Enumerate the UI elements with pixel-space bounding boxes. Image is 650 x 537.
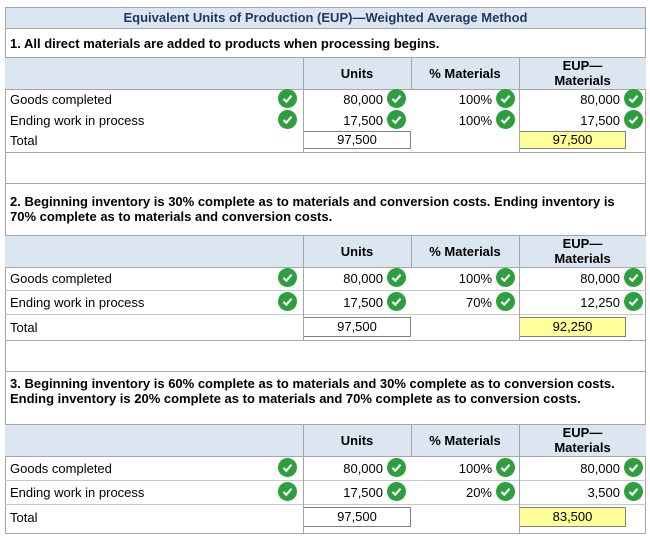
- units-value[interactable]: 17,500: [343, 295, 383, 310]
- check-circle-icon: [278, 458, 297, 477]
- header-row-1: [5, 57, 646, 90]
- check-circle-icon: [624, 110, 643, 129]
- row-label-goods-completed: Goods completed: [10, 92, 112, 107]
- check-circle-icon: [387, 482, 406, 501]
- eup-total[interactable]: 97,500: [519, 131, 626, 149]
- eup-value[interactable]: 3,500: [587, 485, 620, 500]
- header-eup-materials: EUP— Materials: [554, 58, 611, 88]
- units-total[interactable]: 97,500: [303, 317, 411, 337]
- section-divider: [5, 371, 646, 372]
- check-circle-icon: [278, 292, 297, 311]
- pct-materials-value[interactable]: 20%: [465, 485, 492, 500]
- row-label-ending-wip: Ending work in process: [10, 295, 145, 310]
- column-divider: [303, 424, 304, 534]
- units-total[interactable]: 97,500: [303, 507, 411, 527]
- check-circle-icon: [496, 268, 515, 287]
- row-label-total: Total: [10, 133, 38, 148]
- check-circle-icon: [624, 458, 643, 477]
- header-eup-materials: EUP— Materials: [554, 236, 611, 266]
- check-circle-icon: [624, 482, 643, 501]
- units-value[interactable]: 17,500: [343, 485, 383, 500]
- header-row-2: [5, 235, 646, 268]
- check-circle-icon: [387, 89, 406, 108]
- pct-materials-value[interactable]: 100%: [458, 113, 492, 128]
- check-circle-icon: [387, 458, 406, 477]
- check-circle-icon: [496, 292, 515, 311]
- column-divider: [303, 57, 304, 152]
- check-circle-icon: [278, 89, 297, 108]
- row-separator: [5, 480, 646, 481]
- header-materials: % Materials: [429, 244, 501, 259]
- check-circle-icon: [387, 110, 406, 129]
- check-circle-icon: [496, 458, 515, 477]
- pct-materials-value[interactable]: 100%: [458, 461, 492, 476]
- header-units: Units: [340, 66, 374, 81]
- units-value[interactable]: 80,000: [343, 271, 383, 286]
- eup-value[interactable]: 12,250: [580, 295, 620, 310]
- check-circle-icon: [278, 268, 297, 287]
- column-divider: [303, 235, 304, 340]
- row-label-goods-completed: Goods completed: [10, 461, 112, 476]
- worksheet-title: Equivalent Units of Production (EUP)—Wei…: [5, 7, 646, 29]
- column-divider: [519, 235, 520, 340]
- check-circle-icon: [624, 268, 643, 287]
- question-3: 3. Beginning inventory is 60% complete a…: [10, 376, 615, 406]
- check-circle-icon: [387, 292, 406, 311]
- column-divider: [411, 424, 412, 457]
- check-circle-icon: [278, 110, 297, 129]
- eup-total[interactable]: 92,250: [519, 317, 626, 337]
- check-circle-icon: [496, 110, 515, 129]
- column-divider: [411, 235, 412, 268]
- column-divider: [519, 424, 520, 534]
- section-divider: [5, 340, 646, 341]
- header-row-3: [5, 424, 646, 457]
- check-circle-icon: [278, 482, 297, 501]
- row-label-total: Total: [10, 510, 38, 525]
- row-label-ending-wip: Ending work in process: [10, 485, 145, 500]
- header-materials: % Materials: [429, 433, 501, 448]
- row-label-goods-completed: Goods completed: [10, 271, 112, 286]
- eup-value[interactable]: 80,000: [580, 271, 620, 286]
- row-separator: [5, 314, 646, 315]
- column-divider: [519, 57, 520, 152]
- pct-materials-value[interactable]: 70%: [465, 295, 492, 310]
- check-circle-icon: [496, 482, 515, 501]
- header-units: Units: [340, 244, 374, 259]
- units-value[interactable]: 80,000: [343, 92, 383, 107]
- units-value[interactable]: 17,500: [343, 113, 383, 128]
- pct-materials-value[interactable]: 100%: [458, 271, 492, 286]
- row-label-total: Total: [10, 320, 38, 335]
- eup-value[interactable]: 80,000: [580, 92, 620, 107]
- question-1: 1. All direct materials are added to pro…: [10, 36, 440, 51]
- units-value[interactable]: 80,000: [343, 461, 383, 476]
- eup-value[interactable]: 80,000: [580, 461, 620, 476]
- row-separator: [5, 504, 646, 505]
- check-circle-icon: [496, 89, 515, 108]
- row-separator: [5, 290, 646, 291]
- header-materials: % Materials: [429, 66, 501, 81]
- section-divider: [5, 183, 646, 184]
- eup-total[interactable]: 83,500: [519, 507, 626, 527]
- check-circle-icon: [624, 89, 643, 108]
- eup-value[interactable]: 17,500: [580, 113, 620, 128]
- column-divider: [411, 57, 412, 90]
- check-circle-icon: [624, 292, 643, 311]
- pct-materials-value[interactable]: 100%: [458, 92, 492, 107]
- units-total[interactable]: 97,500: [303, 131, 411, 149]
- header-eup-materials: EUP— Materials: [554, 425, 611, 455]
- question-2: 2. Beginning inventory is 30% complete a…: [10, 194, 615, 224]
- header-units: Units: [340, 433, 374, 448]
- section-divider: [5, 152, 646, 183]
- check-circle-icon: [387, 268, 406, 287]
- row-label-ending-wip: Ending work in process: [10, 113, 145, 128]
